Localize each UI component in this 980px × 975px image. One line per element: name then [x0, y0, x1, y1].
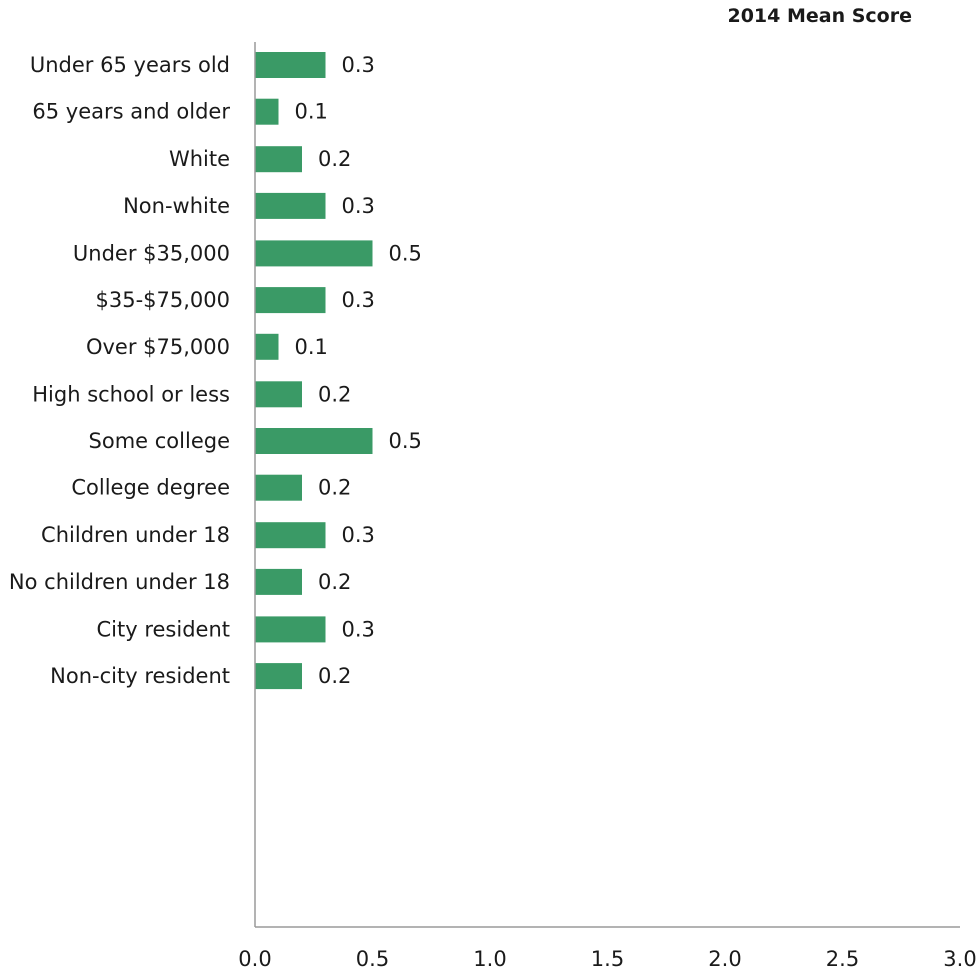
data-label: 0.2: [318, 664, 351, 688]
x-tick-label: 2.5: [826, 947, 859, 971]
x-tick-label: 1.0: [473, 947, 506, 971]
category-label: $35-$75,000: [95, 288, 230, 312]
bar: [255, 333, 279, 360]
data-label: 0.1: [295, 335, 328, 359]
data-label: 0.3: [342, 523, 375, 547]
data-label: 0.3: [342, 288, 375, 312]
bar: [255, 192, 326, 219]
bar: [255, 381, 302, 408]
category-label: Some college: [89, 429, 230, 453]
data-label: 0.2: [318, 570, 351, 594]
category-label: No children under 18: [9, 570, 230, 594]
data-label: 0.5: [389, 429, 422, 453]
category-label: Non-city resident: [50, 664, 230, 688]
category-label: College degree: [71, 476, 230, 500]
data-label: 0.2: [318, 476, 351, 500]
category-label: City resident: [97, 617, 231, 641]
data-label: 0.2: [318, 382, 351, 406]
category-label: Children under 18: [41, 523, 230, 547]
bar: [255, 663, 302, 690]
data-label: 0.3: [342, 617, 375, 641]
category-label: Non-white: [123, 194, 230, 218]
data-label: 0.3: [342, 53, 375, 77]
x-tick-label: 2.0: [708, 947, 741, 971]
bars-layer: [255, 52, 373, 690]
category-label: Under 65 years old: [30, 53, 230, 77]
bar: [255, 98, 279, 125]
bar: [255, 240, 373, 267]
chart-title: 2014 Mean Score: [727, 5, 912, 27]
category-label: High school or less: [32, 382, 230, 406]
x-tick-label: 0.0: [238, 947, 271, 971]
data-label: 0.2: [318, 147, 351, 171]
data-label: 0.3: [342, 194, 375, 218]
bar: [255, 616, 326, 643]
bar: [255, 568, 302, 595]
bar: [255, 287, 326, 314]
bar: [255, 52, 326, 78]
category-label: White: [169, 147, 230, 171]
data-label: 0.1: [295, 100, 328, 124]
bar: [255, 146, 302, 173]
x-tick-label: 1.5: [591, 947, 624, 971]
bar: [255, 428, 373, 454]
data-label: 0.5: [389, 241, 422, 265]
category-label: Over $75,000: [86, 335, 230, 359]
labels-layer: Under 65 years old 0.3 65 years and older 0…: [9, 53, 422, 688]
bar: [255, 474, 302, 501]
x-axis-ticks: 0.0 0.5 1.0 1.5 2.0 2.5 3.0: [238, 947, 976, 971]
category-label: 65 years and older: [32, 100, 230, 124]
category-label: Under $35,000: [73, 241, 230, 265]
x-tick-label: 3.0: [943, 947, 976, 971]
x-tick-label: 0.5: [356, 947, 389, 971]
bar: [255, 522, 326, 549]
